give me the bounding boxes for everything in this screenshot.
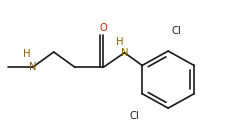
Text: H: H: [23, 49, 30, 59]
Text: Cl: Cl: [172, 26, 181, 36]
Text: Cl: Cl: [129, 111, 139, 121]
Text: O: O: [99, 23, 107, 33]
Text: H: H: [116, 37, 124, 47]
Text: N: N: [122, 48, 129, 58]
Text: N: N: [29, 62, 36, 72]
